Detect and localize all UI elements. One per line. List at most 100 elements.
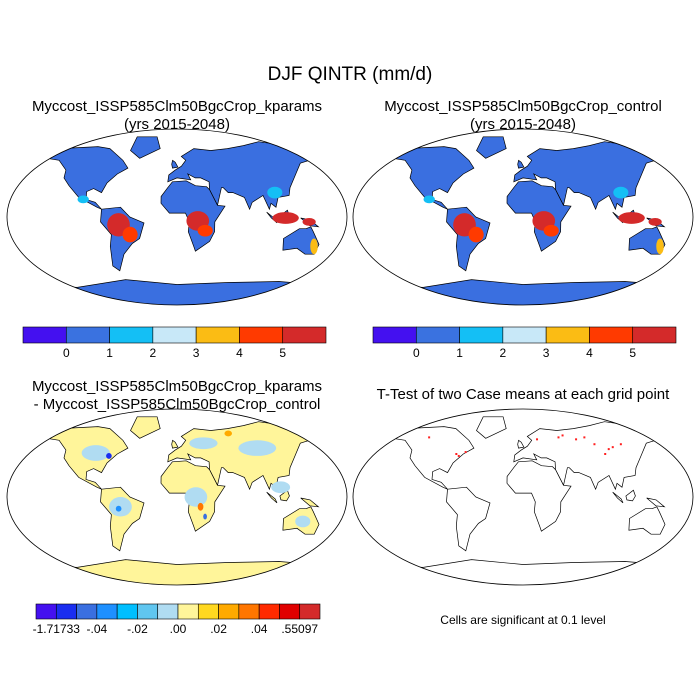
main-title: DJF QINTR (mm/d) [267,64,433,85]
landmass-uk [517,159,525,169]
colorbar-tick-label: .02 [210,622,227,636]
colorbar-box [258,603,280,620]
landmass-borneo [625,489,636,502]
colorbar-box [116,603,138,620]
high-value-indonesia [272,212,299,224]
panel-title-ttest: T-Test of two Case means at each grid po… [348,386,698,404]
colorbar-tick-label: 3 [192,346,200,360]
colorbar-box [157,603,179,620]
colorbar-box [238,603,260,620]
colorbar-box [632,326,677,344]
colorbar-box [96,603,118,620]
colorbar-tick-label: 4 [586,346,593,360]
map-difference [6,408,348,586]
landmass-greenland [476,136,507,159]
colorbar-box [152,326,197,344]
colorbar-box [372,326,417,344]
landmass-sumatra [266,491,278,504]
significant-cell [464,451,467,454]
landmass-north-america [33,426,129,490]
landmass-greenland [130,136,161,159]
significant-cell [593,443,596,446]
significant-cell [536,438,539,441]
significant-cell [607,448,610,451]
colorbar-tick-label: 4 [236,346,243,360]
colorbar-box [218,603,240,620]
landmass-eurasia [167,141,333,211]
colorbar-tick-label: 1 [456,346,463,360]
title-line1: Myccost_ISSP585Clm50BgcCrop_control [384,98,662,115]
difference-region [81,445,110,461]
colorbar-tick-label: 0 [62,346,70,360]
colorbar-kparams [22,326,327,344]
difference-hotspot [115,505,122,512]
landmass-australia [628,506,666,535]
significant-cell [575,438,578,441]
landmass-eurasia [513,421,679,491]
high-value-new-guinea [302,217,316,226]
colorbar-box [239,326,284,344]
map-border [6,128,348,306]
panel-title-kparams: Myccost_ISSP585Clm50BgcCrop_kparams (yrs… [2,98,352,134]
landmass-greenland [130,416,161,439]
map-border [6,408,348,586]
colorbar-box [22,326,67,344]
colorbar-tick-label: 2 [149,346,157,360]
landmass-australia [282,226,320,255]
colorbar-box [65,326,110,344]
landmass-australia [628,226,666,255]
colorbar-tick-label: 5 [629,346,637,360]
high-value-east-africa [197,224,213,237]
mid-value-mexico [423,195,435,204]
title-line2: (yrs 2015-2048) [124,116,230,133]
difference-region [184,487,208,507]
map-ttest [352,408,694,586]
mid-value-east-australia [656,238,664,255]
mid-value-china [613,186,629,199]
title-line1: Myccost_ISSP585Clm50BgcCrop_kparams [31,378,323,395]
colorbar-box [35,603,57,620]
significant-cell [583,436,586,439]
significant-cell [457,454,460,457]
landmass-greenland [476,416,507,439]
colorbar-box [589,326,634,344]
mid-value-china [267,186,283,199]
colorbar-box [279,603,301,620]
landmass-north-america [379,426,475,490]
difference-region [295,515,311,528]
colorbar-box [299,603,321,620]
colorbar-box [76,603,98,620]
significant-cell [611,446,614,449]
colorbar-tick-label: .55097 [281,622,319,636]
title-line1: Myccost_ISSP585Clm50BgcCrop_kparams [31,98,323,115]
colorbar-box [197,603,219,620]
colorbar-box [177,603,199,620]
title-line2: (yrs 2015-2048) [470,116,576,133]
landmass-uk [171,439,179,449]
panel-title-difference: Myccost_ISSP585Clm50BgcCrop_kparams - My… [2,378,352,414]
landmass-south-america [100,486,145,552]
map-kparams [6,128,348,306]
significance-note: Cells are significant at 0.1 level [440,613,606,627]
significant-cell [557,436,560,439]
difference-hotspot [203,513,207,520]
colorbar-tick-label: 0 [412,346,420,360]
colorbar-box [545,326,590,344]
landmass-south-america [446,486,491,552]
mid-value-east-australia [310,238,318,255]
panel-title-control: Myccost_ISSP585Clm50BgcCrop_control (yrs… [348,98,698,134]
map-border [352,408,694,586]
colorbar-box [195,326,240,344]
landmass-eurasia [513,141,679,211]
landmass-new-guinea [646,497,666,508]
high-value-east-africa [543,224,559,237]
difference-region [238,440,277,456]
difference-region [271,481,291,494]
colorbar-tick-label: 2 [499,346,507,360]
colorbar-control [372,326,677,344]
landmass-africa [506,460,572,532]
high-value-brazil [468,226,484,243]
difference-hotspot [224,430,233,437]
